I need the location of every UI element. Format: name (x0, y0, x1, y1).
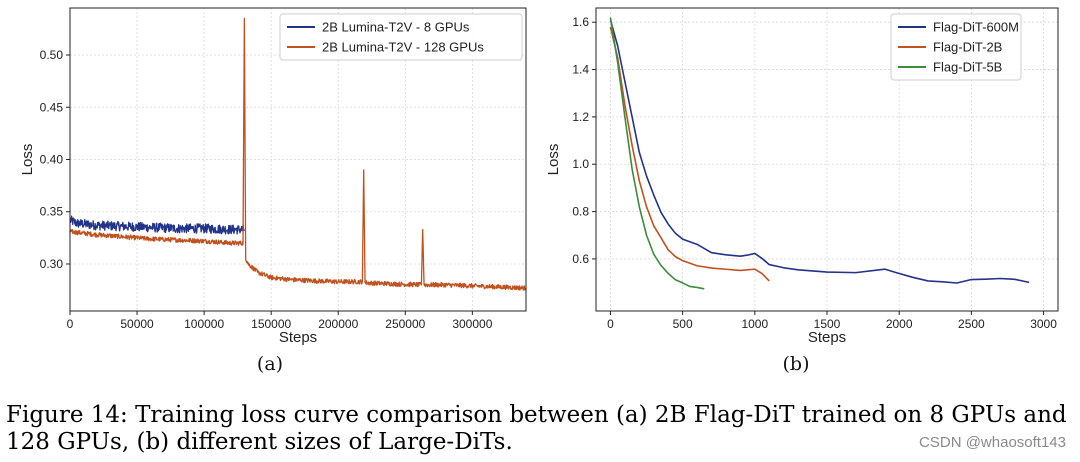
x-axis-label: Steps (279, 329, 317, 346)
x-tick-label: 500 (673, 317, 693, 331)
series-line (69, 215, 245, 235)
series-line (609, 17, 705, 290)
y-tick-label: 0.30 (40, 257, 64, 271)
x-tick-label: 0 (67, 317, 74, 331)
x-tick-label: 2500 (958, 317, 985, 331)
legend-box (279, 13, 523, 61)
series-line (69, 17, 527, 291)
x-tick-label: 50000 (120, 317, 154, 331)
y-tick-label: 1.0 (572, 157, 589, 171)
panel-label: (b) (783, 353, 810, 375)
figure-caption: Figure 14: Training loss curve compariso… (6, 402, 1067, 455)
legend-entry: Flag-DiT-5B (933, 60, 1002, 75)
y-tick-label: 0.50 (40, 48, 64, 62)
legend-entry: Flag-DiT-2B (933, 40, 1002, 55)
x-tick-label: 250000 (385, 317, 425, 331)
x-tick-label: 1000 (741, 317, 768, 331)
x-tick-label: 200000 (318, 317, 358, 331)
y-tick-label: 0.6 (572, 252, 589, 266)
legend-entry: 2B Lumina-T2V - 128 GPUs (322, 40, 484, 55)
series-line (609, 26, 770, 282)
legend: Flag-DiT-600M Flag-DiT-2B Flag-DiT-5B (890, 13, 1022, 81)
panel-label: (a) (257, 353, 283, 375)
y-tick-label: 0.45 (40, 100, 64, 114)
x-tick-label: 2000 (886, 317, 913, 331)
legend: 2B Lumina-T2V - 8 GPUs 2B Lumina-T2V - 12… (279, 13, 523, 61)
legend-entry: Flag-DiT-600M (933, 20, 1019, 35)
x-tick-label: 3000 (1030, 317, 1057, 331)
x-tick-label: 150000 (251, 317, 291, 331)
x-tick-label: 0 (607, 317, 614, 331)
y-tick-label: 0.40 (40, 153, 64, 167)
chart-panel-a: 0 50000 100000 150000 200000 250000 300000 0.30… (19, 7, 527, 375)
legend-box (890, 13, 1022, 81)
y-tick-label: 1.2 (572, 110, 589, 124)
y-tick-label: 0.8 (572, 205, 589, 219)
legend-entry: 2B Lumina-T2V - 8 GPUs (322, 20, 470, 35)
y-axis-label: Loss (545, 144, 562, 176)
y-tick-label: 1.4 (572, 63, 589, 77)
y-tick-label: 0.35 (40, 205, 64, 219)
x-axis-label: Steps (808, 329, 846, 346)
x-tick-label: 300000 (452, 317, 492, 331)
chart-panel-b: 0 500 1000 1500 2000 2500 3000 0.6 0.8 1.0 1.2 1.4 1… (545, 7, 1059, 375)
x-tick-label: 1500 (814, 317, 841, 331)
series-line (609, 19, 1030, 284)
x-tick-label: 100000 (184, 317, 224, 331)
y-tick-label: 1.6 (572, 15, 589, 29)
watermark: CSDN @whaosoft143 (919, 434, 1066, 451)
y-axis-label: Loss (19, 144, 36, 176)
